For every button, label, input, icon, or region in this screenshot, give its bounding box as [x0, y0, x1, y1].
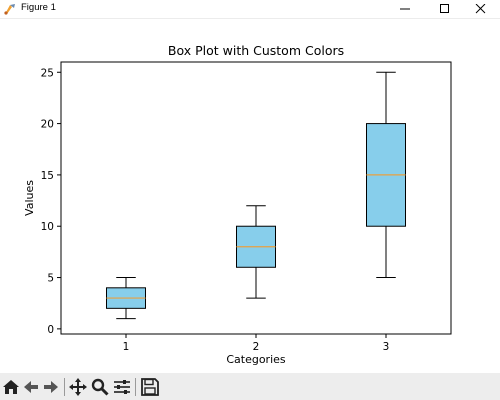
pan-icon: [69, 378, 87, 396]
figure-canvas: Box Plot with Custom Colors 0 5 10 15 20 25 1…: [0, 19, 500, 372]
x-tick-label: 3: [383, 341, 390, 353]
window-title: Figure 1: [21, 2, 56, 13]
y-axis: 0 5 10 15 20 25: [41, 67, 61, 336]
zoom-icon: [91, 378, 109, 396]
boxes-group: [106, 71, 406, 320]
maximize-button[interactable]: [426, 0, 464, 18]
close-button[interactable]: [462, 0, 500, 18]
pan-button[interactable]: [69, 378, 87, 396]
box-1: [106, 277, 146, 320]
close-icon: [475, 4, 486, 14]
matplotlib-app-icon: [4, 4, 15, 15]
home-icon: [3, 380, 19, 394]
y-tick-label: 0: [47, 324, 54, 336]
x-axis: 1 2 3: [123, 334, 390, 353]
x-tick-label: 2: [253, 341, 260, 353]
toolbar-separator: [135, 378, 136, 396]
home-button[interactable]: [2, 378, 20, 396]
y-tick-label: 15: [41, 170, 54, 182]
forward-button[interactable]: [42, 378, 60, 396]
save-button[interactable]: [141, 378, 159, 396]
back-button[interactable]: [22, 378, 40, 396]
back-arrow-icon: [24, 381, 38, 393]
y-tick-label: 25: [41, 67, 54, 79]
box-2: [236, 205, 276, 299]
y-tick-label: 5: [47, 273, 54, 285]
navigation-toolbar: [0, 373, 500, 400]
forward-arrow-icon: [44, 381, 58, 393]
configure-subplots-icon: [114, 380, 130, 394]
box-plot-chart: Box Plot with Custom Colors 0 5 10 15 20 25 1…: [23, 43, 452, 366]
y-tick-label: 20: [41, 119, 54, 131]
y-tick-label: 10: [41, 221, 54, 233]
configure-subplots-button[interactable]: [113, 378, 131, 396]
box-3: [366, 71, 406, 279]
chart-title: Box Plot with Custom Colors: [168, 43, 344, 58]
maximize-icon: [440, 4, 449, 13]
zoom-button[interactable]: [91, 378, 109, 396]
x-tick-label: 1: [123, 341, 130, 353]
minimize-icon: [400, 8, 410, 10]
window-titlebar: Figure 1: [0, 0, 500, 19]
save-icon: [141, 378, 159, 396]
toolbar-separator: [64, 378, 65, 396]
x-axis-label: Categories: [226, 353, 286, 366]
minimize-button[interactable]: [386, 0, 424, 18]
y-axis-label: Values: [23, 180, 36, 216]
